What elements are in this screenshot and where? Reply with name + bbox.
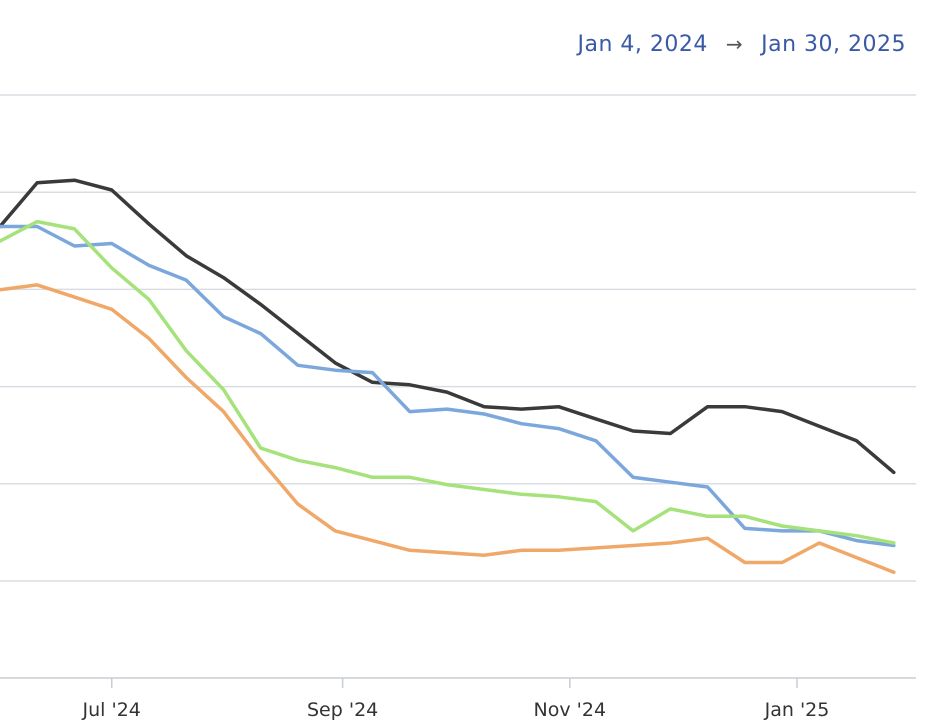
x-axis: Jul '24 Sep '24 Nov '24 Jan '25 — [0, 677, 916, 721]
range-arrow-icon: → — [725, 32, 744, 56]
x-tick-label: Sep '24 — [307, 699, 378, 721]
date-range-header[interactable]: Jan 4, 2024 → Jan 30, 2025 — [577, 32, 906, 57]
x-tick-label: Jul '24 — [82, 699, 141, 721]
series-line-3[interactable] — [0, 219, 896, 545]
range-end-date: Jan 30, 2025 — [761, 32, 906, 57]
series-line-2[interactable] — [0, 224, 896, 548]
series-line-1[interactable] — [0, 178, 896, 475]
range-start-date: Jan 4, 2024 — [577, 32, 708, 57]
series-line-4[interactable] — [0, 283, 896, 575]
series-group — [0, 178, 896, 575]
grid-lines — [0, 94, 916, 582]
x-tick-label: Nov '24 — [534, 699, 607, 721]
x-tick-label: Jan '25 — [764, 699, 830, 721]
